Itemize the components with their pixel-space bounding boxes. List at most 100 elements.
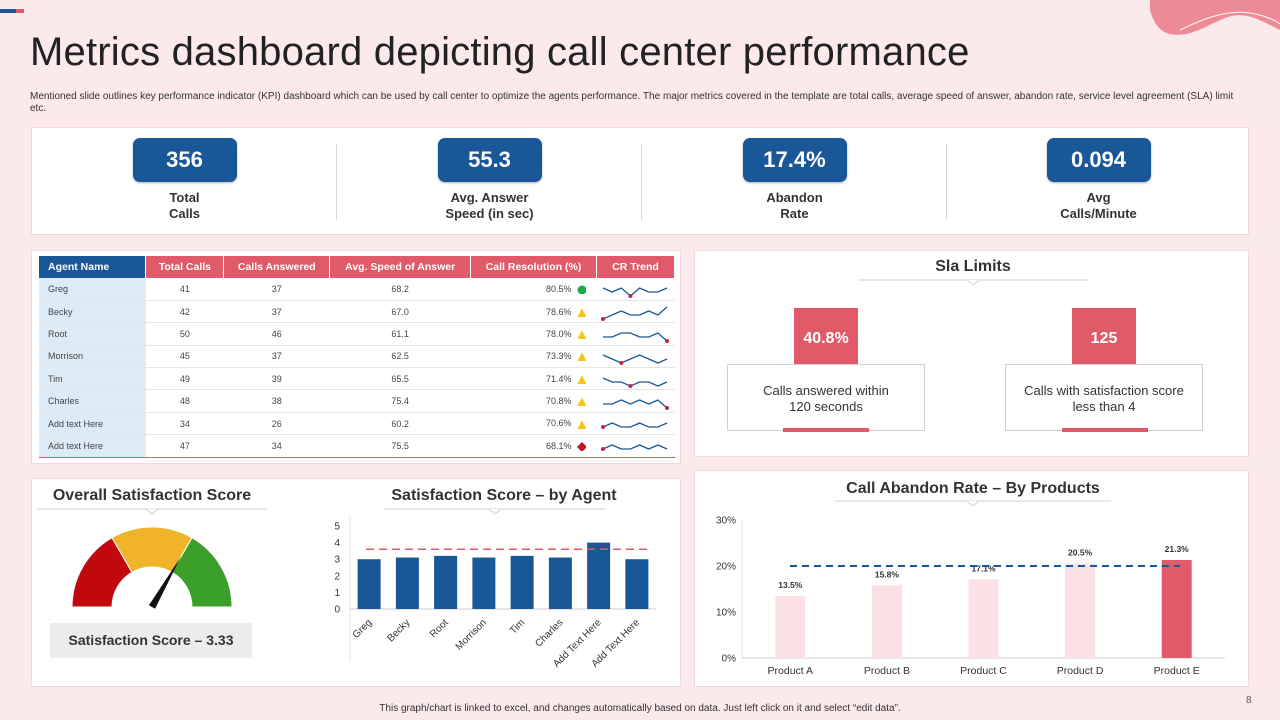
agent-name-cell: Charles: [39, 389, 146, 413]
resolution-value: 71.4%: [545, 373, 572, 384]
resolution-value: 78.0%: [545, 328, 572, 339]
green-circle-icon: [577, 285, 587, 294]
avg-speed-cell: 75.4: [329, 389, 471, 413]
call-resolution-cell: 78.0%: [470, 322, 597, 346]
footer-note: This graph/chart is linked to excel, and…: [379, 703, 901, 714]
sla-value-box: 125: [1072, 308, 1136, 370]
agent-name-cell: Greg: [39, 278, 146, 301]
agent-name-cell: Morrison: [39, 345, 146, 369]
y-tick-label: 5: [334, 522, 340, 533]
kpi-abandon-rate: 17.4% Abandon Rate: [642, 128, 947, 236]
gauge-needle: [148, 556, 182, 609]
data-label: 20.5%: [1068, 548, 1093, 558]
y-tick-label: 20%: [716, 562, 736, 573]
calls-answered-cell: 37: [223, 300, 330, 324]
avg-speed-cell: 75.5: [329, 434, 471, 458]
decorative-wave: [1150, 0, 1280, 35]
total-calls-cell: 34: [145, 412, 224, 436]
title-underline: [835, 500, 1111, 507]
table-row: Charles 48 38 75.4 70.8%: [39, 389, 675, 413]
kpi-value: 0.094: [1046, 138, 1151, 182]
col-call-resolution: Call Resolution (%): [470, 256, 597, 278]
table-row: Morrison 45 37 62.5 73.3%: [39, 345, 675, 369]
gauge-band-green: [171, 537, 233, 608]
kpi-label: Avg. Answer Speed (in sec): [445, 190, 534, 221]
data-label: 21.3%: [1165, 544, 1190, 554]
product-bar: [871, 585, 902, 658]
calls-answered-cell: 46: [223, 322, 330, 346]
cr-trend-cell: [596, 278, 675, 301]
divider: [336, 144, 337, 220]
sla-title: Sla Limits: [935, 258, 1011, 275]
agent-name-cell: Add text Here: [39, 412, 146, 436]
kpi-calls-per-minute: 0.094 Avg Calls/Minute: [946, 128, 1251, 236]
yellow-triangle-icon: [577, 330, 587, 340]
satisfaction-gauge: [71, 526, 233, 609]
yellow-triangle-icon: [577, 308, 587, 317]
page-title: Metrics dashboard depicting call center …: [30, 30, 970, 74]
kpi-value: 17.4%: [742, 138, 847, 182]
call-resolution-cell: 68.1%: [470, 434, 597, 458]
col-calls-answered: Calls Answered: [223, 256, 331, 278]
cr-sparkline: [603, 354, 668, 366]
total-calls-cell: 50: [145, 322, 224, 346]
agent-bar: [395, 557, 419, 609]
resolution-value: 70.8%: [545, 396, 572, 407]
calls-answered-cell: 39: [223, 367, 330, 391]
avg-speed-cell: 68.2: [329, 278, 471, 301]
sla-accent-bar: [1062, 428, 1148, 432]
yellow-triangle-icon: [577, 397, 587, 407]
kpi-value: 55.3: [437, 138, 542, 182]
agent-name-cell: Tim: [39, 367, 146, 391]
product-bar: [1161, 560, 1192, 658]
total-calls-cell: 48: [145, 389, 224, 413]
cr-trend-cell: [596, 434, 675, 458]
abandon-panel: Call Abandon Rate – By Products 0% 10% 20%…: [694, 470, 1249, 687]
data-label: 13.5%: [778, 580, 803, 590]
sparkline-min-marker: [619, 361, 624, 366]
col-agent-name: Agent Name: [39, 256, 147, 278]
cr-sparkline: [601, 444, 668, 451]
data-label: 15.8%: [875, 569, 900, 579]
y-tick-label: 4: [334, 538, 340, 549]
table-row: Tim 49 39 65.5 71.4%: [39, 367, 675, 391]
total-calls-cell: 47: [145, 434, 224, 458]
sparkline-min-marker: [601, 424, 606, 429]
sparkline-min-marker: [628, 293, 633, 298]
kpi-value: 356: [132, 138, 237, 182]
avg-speed-cell: 62.5: [329, 345, 471, 369]
sla-accent-bar: [783, 428, 869, 432]
table-row: Add text Here 34 26 60.2 70.6%: [39, 412, 675, 436]
col-total-calls: Total Calls: [145, 256, 225, 278]
cr-trend-cell: [596, 412, 675, 436]
total-calls-cell: 49: [145, 367, 224, 391]
divider: [946, 144, 947, 220]
agent-bar: [472, 557, 496, 609]
cr-sparkline: [603, 332, 670, 343]
cr-trend-cell: [596, 345, 675, 369]
yellow-triangle-icon: [577, 352, 587, 362]
agent-name-cell: Root: [39, 322, 146, 346]
agent-bar: [357, 559, 381, 609]
satisfaction-score-box: Satisfaction Score – 3.33: [50, 623, 252, 658]
call-resolution-cell: 71.4%: [470, 367, 597, 391]
yellow-triangle-icon: [577, 375, 587, 384]
agent-table-panel: Agent Name Total Calls Calls Answered Av…: [31, 250, 681, 464]
kpi-total-calls: 356 Total Calls: [32, 128, 337, 236]
y-tick-label: 10%: [716, 608, 736, 619]
sparkline-min-marker: [601, 446, 606, 451]
x-tick-label: Morrison: [454, 617, 489, 652]
agent-table: Agent Name Total Calls Calls Answered Av…: [39, 256, 676, 458]
abandon-title: Call Abandon Rate – By Products: [846, 480, 1100, 497]
y-tick-label: 30%: [716, 516, 736, 527]
page-description: Mentioned slide outlines key performance…: [30, 91, 1234, 114]
title-underline: [858, 279, 1088, 286]
x-tick-label: Product B: [864, 665, 910, 677]
resolution-value: 78.6%: [545, 306, 572, 317]
call-resolution-cell: 70.6%: [470, 412, 597, 436]
sparkline-min-marker: [665, 338, 670, 343]
cr-sparkline: [601, 306, 668, 321]
sparkline-min-marker: [601, 316, 606, 321]
agent-bar: [625, 559, 649, 609]
agent-bar: [587, 542, 611, 609]
